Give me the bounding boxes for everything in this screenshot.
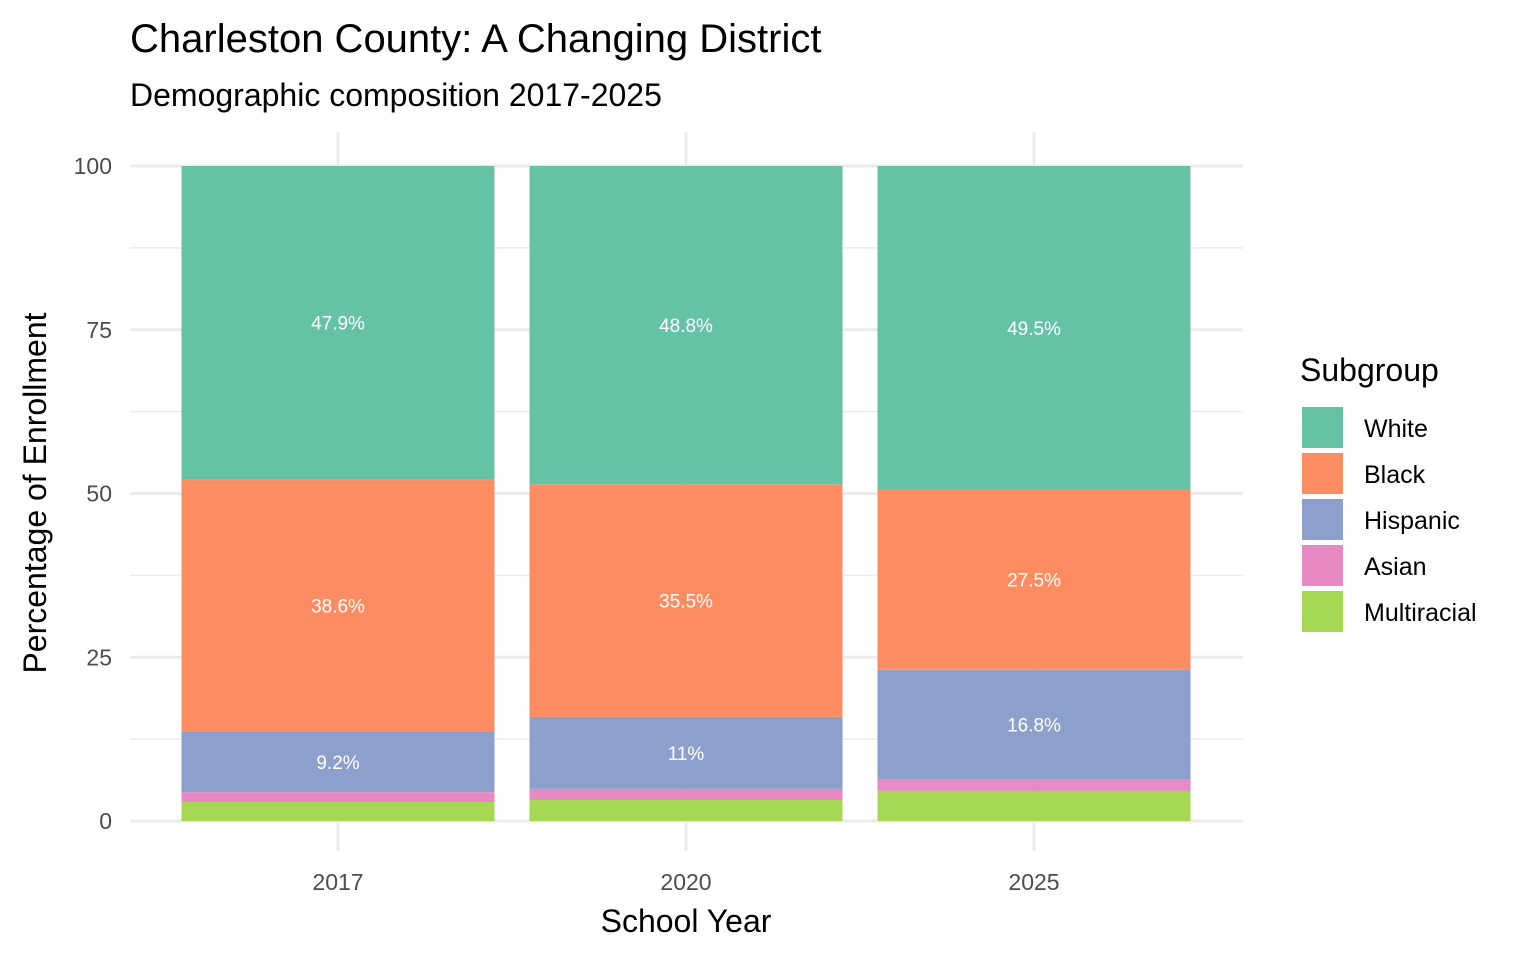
bar-segment-hispanic-2020 [529, 716, 843, 789]
bar-segment-multiracial-2020 [529, 800, 843, 821]
legend-key-multiracial [1302, 591, 1343, 632]
data-label: 47.9% [311, 314, 365, 335]
data-label: 16.8% [1007, 716, 1061, 737]
bar-segment-black-2025 [877, 489, 1191, 670]
data-label: 38.6% [311, 597, 365, 618]
data-label: 11% [668, 744, 705, 765]
legend-title: Subgroup [1300, 352, 1439, 388]
bar-segment-asian-2025 [877, 779, 1191, 791]
y-axis-title: Percentage of Enrollment [17, 312, 53, 673]
data-label: 35.5% [659, 592, 713, 613]
legend-label: Hispanic [1364, 507, 1460, 535]
bar-segment-hispanic-2025 [877, 669, 1191, 780]
bar-segment-multiracial-2017 [181, 802, 495, 821]
legend-label: Black [1364, 461, 1426, 489]
data-label: 48.8% [659, 316, 713, 337]
bar-segment-hispanic-2017 [181, 731, 495, 793]
x-tick-label: 2025 [1008, 869, 1059, 895]
axes: 0 25 50 75 100 2017 2020 2025 [74, 153, 1060, 895]
data-label: 27.5% [1007, 571, 1061, 592]
legend-key-white [1302, 407, 1343, 448]
legend-key-hispanic [1302, 499, 1343, 540]
segment-labels: 9.2% 38.6% 47.9% 11% 35.5% 48.8% 16.8% 27.5% 49.… [311, 314, 1061, 775]
bar-segment-multiracial-2025 [877, 790, 1191, 821]
data-label: 9.2% [316, 753, 359, 774]
y-tick-label: 25 [86, 644, 112, 670]
bar-segment-asian-2017 [181, 792, 495, 803]
x-tick-label: 2020 [660, 869, 711, 895]
chart-subtitle: Demographic composition 2017-2025 [130, 77, 662, 113]
bar-segment-white-2020 [529, 166, 843, 485]
y-tick-label: 100 [74, 153, 112, 179]
legend: Subgroup White Black Hispanic Asian Multirac… [1300, 352, 1477, 632]
bar-segment-asian-2020 [529, 788, 843, 801]
bars [181, 166, 1191, 821]
y-tick-label: 0 [99, 808, 112, 834]
y-tick-label: 50 [86, 481, 112, 507]
bar-segment-white-2025 [877, 166, 1191, 490]
x-tick-label: 2017 [312, 869, 363, 895]
x-axis-title: School Year [601, 903, 772, 939]
chart-title: Charleston County: A Changing District [130, 17, 821, 61]
legend-label: Multiracial [1364, 599, 1477, 627]
y-tick-label: 75 [86, 317, 112, 343]
data-label: 49.5% [1007, 319, 1061, 340]
legend-label: White [1364, 415, 1428, 443]
bar-segment-black-2017 [181, 479, 495, 732]
legend-label: Asian [1364, 553, 1427, 581]
bar-segment-black-2020 [529, 484, 843, 717]
bar-segment-white-2017 [181, 166, 495, 480]
legend-key-asian [1302, 545, 1343, 586]
legend-key-black [1302, 453, 1343, 494]
